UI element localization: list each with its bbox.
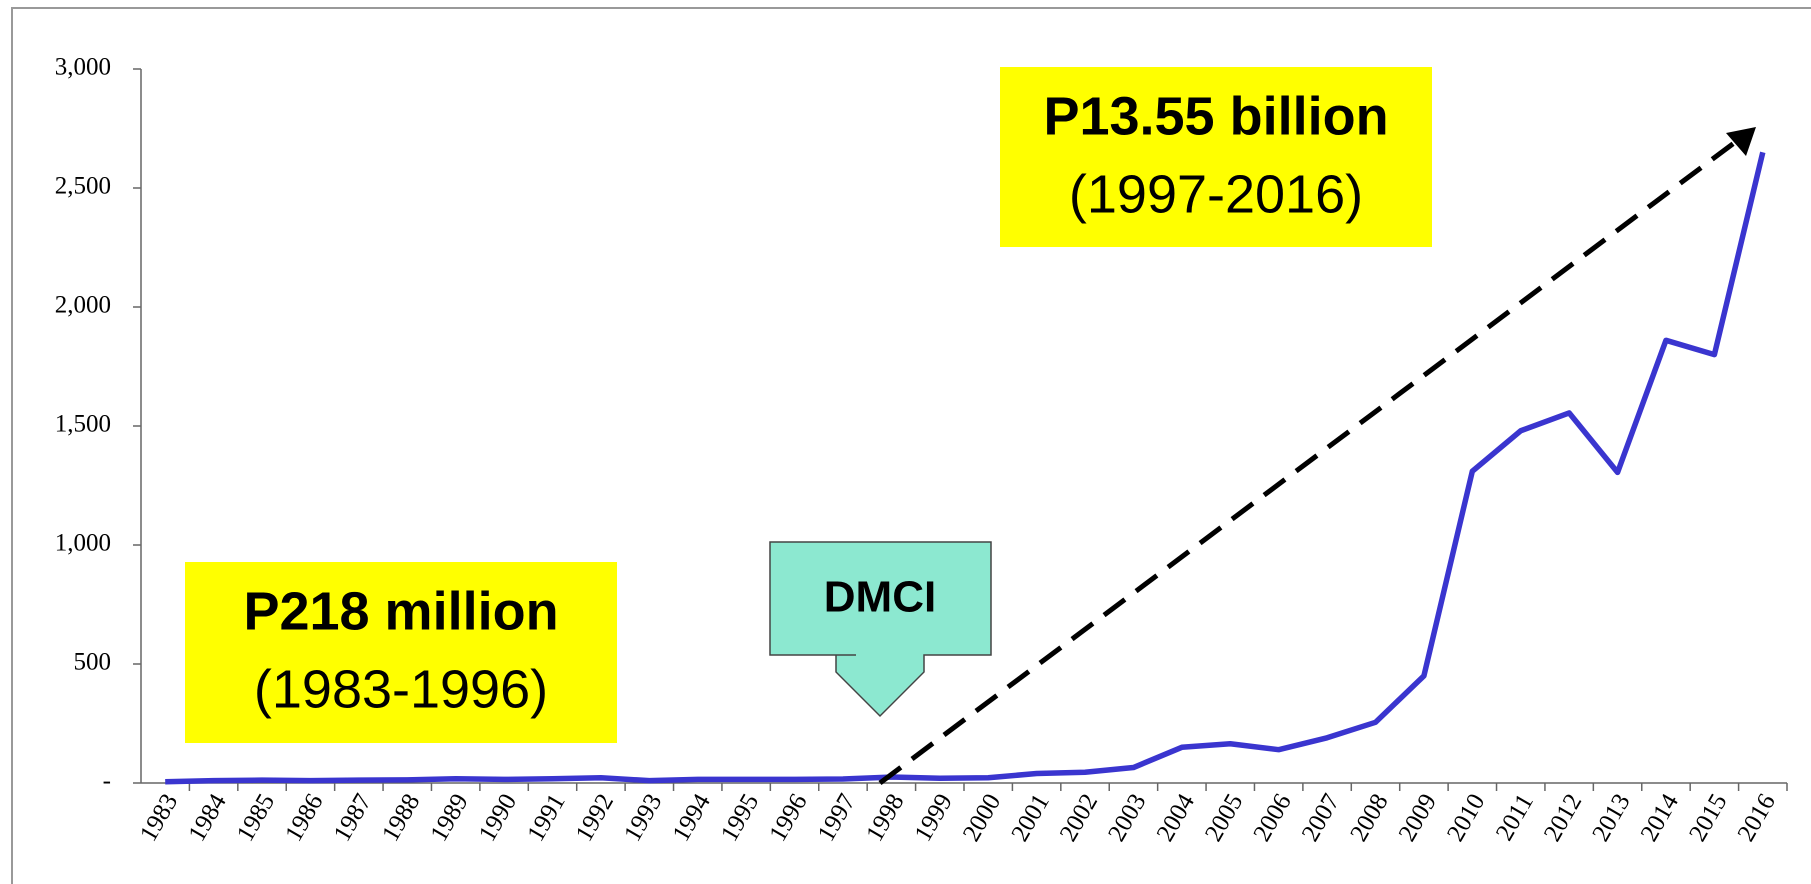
- x-tick-label: 1989: [425, 789, 473, 846]
- x-tick-label: 2000: [958, 789, 1006, 846]
- x-tick-label: 2012: [1539, 789, 1587, 846]
- x-tick-label: 1985: [232, 789, 280, 846]
- y-tick-label: -: [103, 768, 111, 795]
- x-tick-label: 1998: [861, 789, 909, 846]
- x-tick-label: 2008: [1345, 789, 1393, 846]
- x-tick-label: 1984: [183, 789, 232, 846]
- x-tick-label: 1994: [668, 789, 717, 846]
- y-tick-label: 1,000: [55, 530, 111, 557]
- x-tick-label: 2014: [1636, 789, 1685, 846]
- annotation: (1997-2016): [1069, 164, 1363, 224]
- x-tick-label: 1988: [377, 789, 425, 846]
- x-tick-label: 2011: [1491, 789, 1539, 845]
- data-line: [165, 151, 1766, 785]
- x-tick-label: 2003: [1103, 789, 1151, 846]
- x-tick-label: 1995: [716, 789, 764, 846]
- x-tick-label: 2013: [1587, 789, 1635, 846]
- annotation-box: [1000, 67, 1432, 247]
- x-tick-label: 1983: [135, 789, 183, 846]
- annotation-box: [185, 562, 617, 743]
- x-tick-label: 2015: [1684, 789, 1732, 846]
- x-tick-label: 1997: [813, 789, 861, 846]
- callout-label: DMCI: [824, 573, 936, 622]
- annotation: P218 million: [243, 581, 558, 641]
- x-tick-label: 2007: [1297, 789, 1345, 846]
- x-tick-label: 1992: [571, 789, 619, 846]
- x-tick-label: 2001: [1006, 789, 1054, 846]
- trend-arrow-head: [1726, 127, 1756, 156]
- annotation: P13.55 billion: [1043, 86, 1388, 146]
- x-tick-label: 2005: [1200, 789, 1248, 846]
- x-tick-label: 1986: [280, 789, 328, 846]
- x-tick-label: 1987: [329, 789, 377, 846]
- x-tick-label: 2002: [1055, 789, 1103, 846]
- trend-arrow: [878, 134, 1744, 786]
- x-tick-label: 1993: [619, 789, 667, 846]
- x-tick-label: 1996: [764, 789, 812, 846]
- annotation: (1983-1996): [254, 659, 548, 719]
- y-tick-label: 1,500: [55, 411, 111, 438]
- y-tick-label: 500: [74, 649, 112, 676]
- x-tick-label: 2006: [1248, 789, 1296, 846]
- y-tick-label: 2,500: [55, 173, 111, 200]
- x-tick-label: 2016: [1733, 789, 1781, 846]
- x-tick-label: 1999: [910, 789, 958, 846]
- y-tick-label: 3,000: [55, 54, 111, 81]
- callout-arrow: [769, 541, 992, 718]
- x-tick-label: 2009: [1394, 789, 1442, 846]
- x-tick-label: 1991: [522, 789, 570, 846]
- x-tick-label: 2004: [1152, 789, 1201, 846]
- x-tick-label: 1990: [474, 789, 522, 846]
- chart-frame: [11, 7, 1811, 884]
- y-tick-label: 2,000: [55, 292, 111, 319]
- x-tick-label: 2010: [1442, 789, 1490, 846]
